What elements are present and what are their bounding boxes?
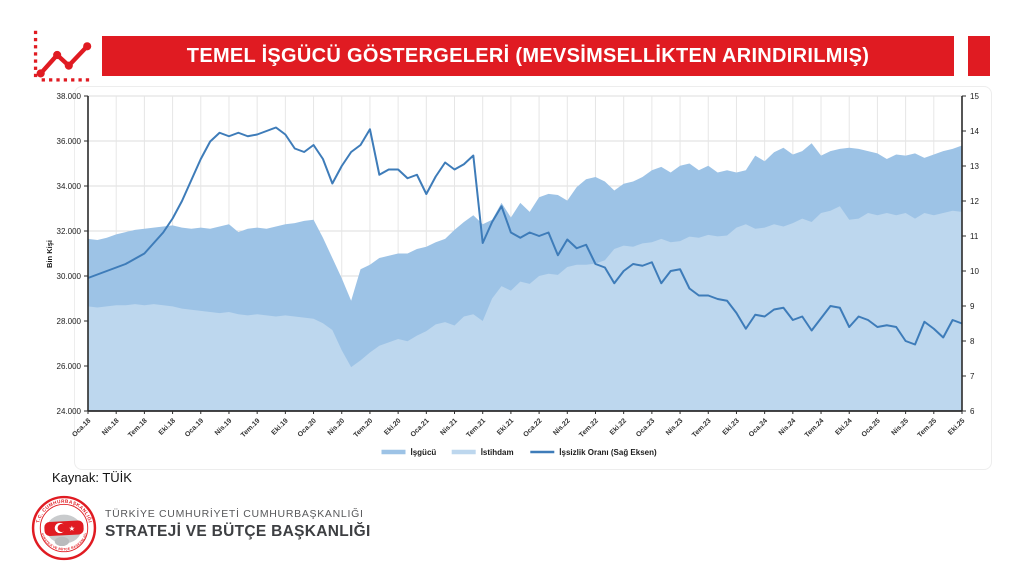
svg-text:Oca.22: Oca.22 [522,417,543,438]
svg-text:34.000: 34.000 [57,182,82,191]
title-bar: TEMEL İŞGÜCÜ GÖSTERGELERİ (MEVSİMSELLİKT… [102,36,954,76]
svg-text:28.000: 28.000 [57,317,82,326]
svg-text:Oca.20: Oca.20 [297,417,318,438]
svg-text:Tem.18: Tem.18 [127,417,149,439]
presidency-seal-icon: ★ T.C. CUMHURBAŞKANLIĞI STRATEJİ VE BÜTÇ… [31,495,97,561]
svg-text:Nis.18: Nis.18 [101,417,121,437]
svg-text:Tem.25: Tem.25 [917,417,939,439]
svg-text:Nis.25: Nis.25 [890,417,910,437]
svg-text:Eki.24: Eki.24 [834,417,853,436]
footer-org-line2: STRATEJİ VE BÜTÇE BAŞKANLIĞI [105,523,371,540]
svg-text:15: 15 [970,92,979,101]
svg-text:8: 8 [970,337,975,346]
footer-org-line1: TÜRKİYE CUMHURİYETİ CUMHURBAŞKANLIĞI [105,508,364,520]
svg-text:Oca.19: Oca.19 [184,417,205,438]
svg-text:11: 11 [970,232,979,241]
line-chart-icon [33,30,92,82]
footer-org-block: TÜRKİYE CUMHURİYETİ CUMHURBAŞKANLIĞI STR… [105,508,371,541]
svg-text:Nis.22: Nis.22 [552,417,572,437]
svg-text:Tem.21: Tem.21 [465,417,487,439]
svg-text:Eki.25: Eki.25 [947,417,966,436]
svg-text:Eki.21: Eki.21 [496,417,515,436]
svg-text:Tem.22: Tem.22 [578,417,600,439]
svg-text:38.000: 38.000 [57,92,82,101]
svg-text:Nis.23: Nis.23 [665,417,685,437]
svg-text:Oca.23: Oca.23 [635,417,656,438]
svg-text:7: 7 [970,372,975,381]
svg-text:Tem.24: Tem.24 [804,417,826,439]
svg-text:6: 6 [970,407,975,416]
svg-text:Eki.23: Eki.23 [722,417,741,436]
svg-text:32.000: 32.000 [57,227,82,236]
chart-frame [74,86,992,470]
svg-text:Eki.20: Eki.20 [383,417,402,436]
svg-text:10: 10 [970,267,979,276]
svg-text:Eki.22: Eki.22 [609,417,628,436]
svg-text:Tem.23: Tem.23 [691,417,713,439]
svg-text:Nis.24: Nis.24 [778,417,798,437]
svg-text:13: 13 [970,162,979,171]
svg-text:14: 14 [970,127,979,136]
svg-text:9: 9 [970,302,975,311]
svg-text:12: 12 [970,197,979,206]
svg-text:Tem.19: Tem.19 [240,417,262,439]
svg-text:Nis.21: Nis.21 [439,417,459,437]
svg-text:Tem.20: Tem.20 [353,417,375,439]
svg-text:İşsizlik Oranı (Sağ Eksen): İşsizlik Oranı (Sağ Eksen) [559,448,657,457]
svg-text:Eki.18: Eki.18 [158,417,177,436]
svg-text:Oca.18: Oca.18 [71,417,92,438]
svg-text:İstihdam: İstihdam [481,448,514,457]
source-note: Kaynak: TÜİK [52,470,132,485]
svg-text:Eki.19: Eki.19 [271,417,290,436]
svg-text:24.000: 24.000 [57,407,82,416]
page-title: TEMEL İŞGÜCÜ GÖSTERGELERİ (MEVSİMSELLİKT… [186,44,870,67]
svg-text:Oca.25: Oca.25 [861,417,882,438]
svg-text:36.000: 36.000 [57,137,82,146]
seal-star: ★ [69,524,75,533]
svg-text:30.000: 30.000 [57,272,82,281]
svg-text:Nis.20: Nis.20 [327,417,347,437]
title-bar-accent [968,36,990,76]
svg-text:Oca.21: Oca.21 [410,417,431,438]
svg-text:Oca.24: Oca.24 [748,417,769,438]
svg-text:Nis.19: Nis.19 [214,417,234,437]
svg-text:26.000: 26.000 [57,362,82,371]
svg-text:İşgücü: İşgücü [411,448,437,457]
svg-text:Bin Kişi: Bin Kişi [45,240,54,268]
